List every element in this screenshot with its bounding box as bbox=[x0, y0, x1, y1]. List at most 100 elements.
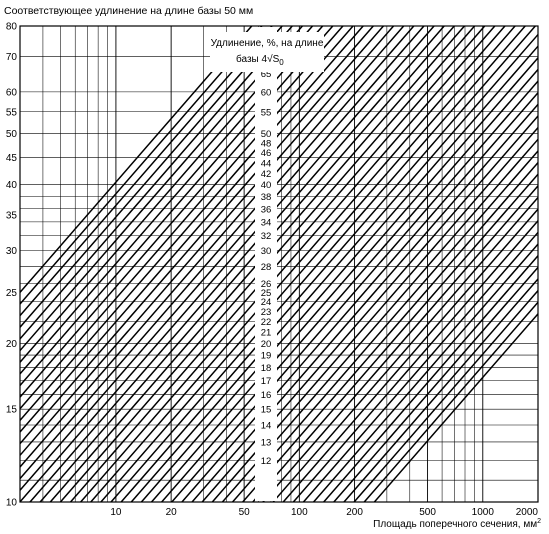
series-line bbox=[272, 471, 300, 503]
y-tick-label: 80 bbox=[6, 22, 18, 33]
center-scale-label: 15 bbox=[261, 405, 272, 416]
center-scale-label: 13 bbox=[261, 437, 272, 448]
series-line bbox=[298, 197, 539, 473]
x-tick-label: 50 bbox=[239, 507, 251, 518]
center-scale-label: 24 bbox=[261, 297, 272, 308]
series-line bbox=[298, 25, 476, 228]
series-line bbox=[292, 494, 300, 503]
x-tick-label: 10 bbox=[110, 507, 122, 518]
series-line bbox=[19, 75, 300, 398]
legend-title-line2: базы 4√S0 bbox=[236, 53, 284, 67]
series-line bbox=[19, 122, 300, 445]
center-scale-label: 34 bbox=[261, 217, 272, 228]
series-line bbox=[298, 45, 539, 321]
series-line bbox=[19, 110, 300, 433]
y-tick-label: 70 bbox=[6, 52, 18, 63]
series-line bbox=[333, 266, 539, 503]
plot-frame bbox=[19, 25, 539, 503]
series-line bbox=[19, 133, 300, 456]
center-scale-label: 22 bbox=[261, 317, 272, 328]
center-scale-label: 55 bbox=[261, 107, 272, 118]
center-scale-label: 19 bbox=[261, 351, 272, 362]
series-line bbox=[298, 25, 405, 147]
center-scale-label: 17 bbox=[261, 376, 272, 387]
series-line bbox=[298, 25, 486, 240]
y-tick-label: 35 bbox=[6, 211, 18, 222]
series-line bbox=[298, 162, 539, 438]
center-scale-band bbox=[255, 27, 277, 501]
series-line bbox=[19, 145, 300, 468]
series-line bbox=[298, 138, 539, 415]
y-tick-label: 50 bbox=[6, 129, 18, 140]
series-line bbox=[171, 354, 300, 503]
series-line bbox=[282, 482, 300, 503]
x-tick-labels: 10 20 50 100 200 500 1000 2000 bbox=[110, 507, 538, 518]
series-line bbox=[323, 255, 539, 503]
series-line bbox=[298, 25, 425, 170]
center-scale-label: 40 bbox=[261, 180, 272, 191]
series-line bbox=[298, 92, 539, 368]
x-tick-label: 20 bbox=[166, 507, 178, 518]
x-tick-label: 500 bbox=[419, 507, 436, 518]
series-line bbox=[19, 52, 300, 375]
series-line bbox=[298, 25, 384, 124]
x-tick-label: 1000 bbox=[472, 507, 495, 518]
legend-title-subscript: 0 bbox=[279, 58, 284, 67]
series-line bbox=[298, 25, 374, 112]
series-line bbox=[298, 103, 539, 380]
center-scale-label: 12 bbox=[261, 456, 272, 467]
center-scale-label: 32 bbox=[261, 231, 272, 242]
series-line bbox=[298, 25, 526, 287]
series-line bbox=[181, 366, 300, 503]
y-tick-label: 20 bbox=[6, 339, 18, 350]
series-line bbox=[343, 278, 539, 503]
series-line bbox=[302, 231, 539, 503]
series-line bbox=[298, 25, 354, 89]
center-scale-label: 42 bbox=[261, 169, 272, 180]
center-scale-label: 50 bbox=[261, 129, 272, 140]
series-line bbox=[298, 150, 539, 426]
series-line bbox=[19, 25, 283, 328]
legend-title-sqrt: √ bbox=[267, 53, 273, 65]
center-scale-label: 25 bbox=[261, 288, 272, 299]
legend-title-box bbox=[210, 32, 324, 72]
series-line bbox=[201, 389, 300, 503]
series-line bbox=[19, 25, 263, 305]
y-tick-labels: 10 15 20 25 30 35 40 45 50 55 60 70 80 bbox=[6, 22, 18, 509]
chart-title: Соответствующее удлинение на длине базы … bbox=[4, 5, 253, 17]
series-line bbox=[19, 25, 273, 317]
series-line bbox=[191, 378, 300, 503]
center-scale-label: 60 bbox=[261, 87, 272, 98]
y-tick-label: 25 bbox=[6, 288, 18, 299]
series-line bbox=[363, 301, 539, 503]
center-scale-label: 28 bbox=[261, 262, 272, 273]
series-line bbox=[298, 25, 415, 159]
series-line bbox=[298, 25, 435, 182]
center-scale-label: 30 bbox=[261, 246, 272, 257]
center-scale-label: 46 bbox=[261, 148, 272, 159]
series-line bbox=[19, 25, 293, 340]
center-scale-label: 18 bbox=[261, 363, 272, 374]
series-line bbox=[19, 157, 300, 480]
center-scale-label: 23 bbox=[261, 307, 272, 318]
x-tick-label: 2000 bbox=[516, 507, 539, 518]
series-line bbox=[313, 243, 539, 503]
series-line bbox=[298, 25, 516, 275]
series-line bbox=[298, 185, 539, 461]
legend-title-base: базы 4 bbox=[236, 53, 267, 65]
series-line bbox=[150, 331, 300, 503]
center-scale-label: 36 bbox=[261, 204, 272, 215]
series-line bbox=[19, 28, 300, 352]
series-line bbox=[298, 25, 506, 263]
series-line bbox=[298, 25, 364, 100]
y-tick-label: 15 bbox=[6, 405, 18, 416]
y-tick-label: 60 bbox=[6, 87, 18, 98]
series-line bbox=[298, 115, 539, 391]
series-line bbox=[19, 40, 300, 363]
center-scale-label: 44 bbox=[261, 158, 272, 169]
legend-title-symbol: S bbox=[273, 54, 280, 65]
series-line bbox=[298, 80, 539, 356]
series-line bbox=[19, 63, 300, 386]
